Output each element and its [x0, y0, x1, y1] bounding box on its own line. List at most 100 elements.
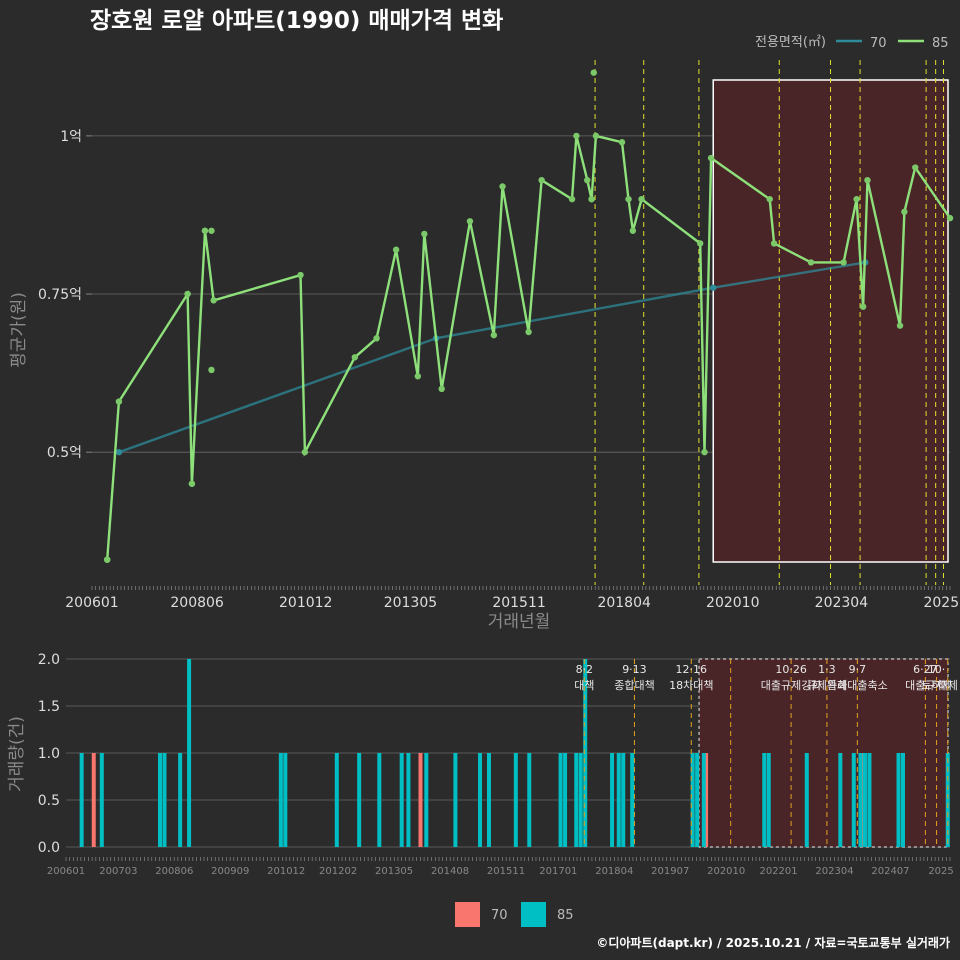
- bottom-x-tick-label: 202407: [871, 866, 909, 877]
- event-date-label: 6·27: [913, 663, 938, 676]
- data-point-85: [896, 322, 904, 329]
- footer-credit: ©디아파트(dapt.kr) / 2025.10.21 / 자료=국토교통부 실…: [596, 935, 950, 950]
- event-name-label: 종합대책: [614, 679, 654, 692]
- legend-swatch-85: [521, 902, 546, 927]
- bar-70: [91, 753, 96, 847]
- legend-swatch-70: [455, 902, 480, 927]
- event-name-label: 토허제: [921, 679, 951, 692]
- data-point-85: [588, 195, 595, 203]
- top-y-axis: 0.5억 0.75억 1억: [38, 129, 92, 461]
- bottom-x-tick-label: 201408: [431, 866, 469, 877]
- bar-85: [695, 753, 700, 847]
- data-point-85: [297, 271, 304, 279]
- bar-85: [478, 753, 483, 847]
- bar-85: [79, 753, 84, 847]
- data-point-85: [301, 448, 309, 456]
- bar-85: [283, 753, 288, 847]
- bottom-x-tick-label: 201701: [539, 866, 577, 877]
- event-name-label: 18차대책: [669, 679, 713, 692]
- bar-85: [630, 753, 635, 847]
- bottom-x-tick-label: 200806: [155, 866, 193, 877]
- data-point-85: [766, 195, 773, 203]
- data-point-85: [859, 303, 867, 310]
- bar-85: [453, 753, 458, 847]
- bottom-x-tick-label: 201907: [651, 866, 689, 877]
- event-date-label: 10·26: [775, 663, 807, 676]
- top-x-axis-title: 거래년월: [488, 612, 551, 632]
- bar-85: [804, 753, 809, 847]
- top-x-tick-label: 2025: [923, 595, 959, 611]
- top-x-tick-label: 201511: [492, 595, 545, 611]
- bar-85: [187, 659, 192, 847]
- event-name-label: 대책: [574, 679, 594, 692]
- bottom-y-tick-label: 1.5: [38, 699, 60, 715]
- data-point-85: [414, 373, 422, 380]
- data-point-85: [438, 385, 445, 393]
- bar-85: [858, 753, 863, 847]
- data-point-85: [625, 195, 632, 203]
- bar-85: [377, 753, 382, 847]
- bar-85: [945, 753, 950, 847]
- data-point-85: [946, 214, 954, 222]
- data-point-85: [573, 132, 580, 140]
- bottom-x-tick-label: 201511: [487, 866, 525, 877]
- data-point-85: [210, 297, 217, 304]
- data-point-85: [707, 154, 715, 162]
- bar-85: [399, 753, 404, 847]
- top-series: [104, 69, 954, 563]
- event-date-label: 10·: [928, 663, 946, 676]
- data-point-85: [584, 176, 591, 184]
- bar-85: [278, 753, 283, 847]
- bar-85: [178, 753, 183, 847]
- top-y-axis-title: 평균가(원): [9, 292, 29, 368]
- series-line-85: [106, 134, 951, 560]
- data-point-85: [697, 240, 704, 247]
- bar-85: [896, 753, 901, 847]
- legend-label-70: 70: [870, 36, 887, 51]
- legend-bottom-label-85: 85: [557, 908, 574, 923]
- bar-85: [901, 753, 906, 847]
- bar-85: [583, 659, 588, 847]
- bottom-x-tick-label: 201804: [595, 866, 633, 877]
- chart-title: 장호원 로얄 아파트(1990) 매매가격 변화: [90, 8, 503, 34]
- data-point-85: [351, 354, 359, 361]
- event-name-label: 해제: [938, 678, 958, 692]
- data-point-85: [188, 480, 196, 487]
- bar-85: [862, 753, 867, 847]
- event-name-label: 규제완화: [807, 679, 847, 692]
- bar-85: [766, 753, 771, 847]
- bottom-highlight-region: [698, 658, 949, 848]
- data-point-85: [392, 246, 400, 253]
- top-x-tick-label: 200601: [65, 595, 118, 611]
- top-x-tick-label: 200806: [170, 595, 224, 611]
- bar-70: [418, 753, 423, 847]
- bar-85: [99, 753, 104, 847]
- bottom-y-tick-label: 0.0: [38, 840, 60, 856]
- data-point-85: [592, 132, 600, 140]
- bar-85: [762, 753, 767, 847]
- bottom-x-tick-label: 200909: [211, 866, 249, 877]
- bottom-x-tick-label: 201202: [319, 866, 357, 877]
- bottom-x-tick-label: 201305: [375, 866, 413, 877]
- data-point-85: [568, 195, 576, 203]
- bottom-event-lines: 8·2 대책 9·13 종합대책 12·16 18차대책 10·26 대출규제강화 1·3 규제완…: [574, 659, 958, 847]
- bar-85: [486, 753, 491, 847]
- top-y-tick-label: 0.5억: [47, 445, 82, 461]
- bar-85: [527, 753, 532, 847]
- data-point-85: [770, 240, 778, 247]
- event-name-label: 대출규제: [905, 679, 945, 692]
- event-name-label: 특례대출축소: [827, 679, 888, 692]
- top-x-tick-label: 201012: [279, 595, 332, 611]
- data-point-85: [466, 218, 474, 225]
- bottom-x-tick-label: 202201: [759, 866, 797, 877]
- bottom-y-tick-label: 0.5: [38, 793, 60, 809]
- top-event-lines: [594, 60, 944, 585]
- data-point-70: [710, 284, 717, 291]
- bar-85: [162, 753, 167, 847]
- data-point-85: [912, 164, 919, 171]
- data-point-85: [701, 448, 708, 456]
- bar-85: [424, 753, 429, 847]
- bar-85: [838, 753, 843, 847]
- legend-top: 전용면적(㎡) 70 85: [755, 35, 949, 51]
- event-date-label: 12·16: [676, 663, 708, 676]
